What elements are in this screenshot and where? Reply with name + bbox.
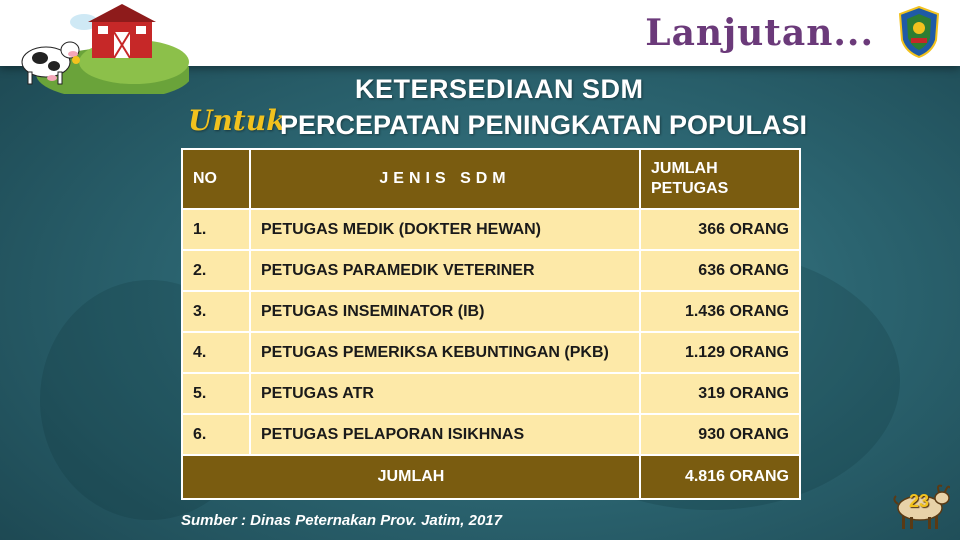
- row-jenis: PETUGAS PEMERIKSA KEBUNTINGAN (PKB): [249, 331, 641, 374]
- row-jenis: PETUGAS PARAMEDIK VETERINER: [249, 249, 641, 292]
- goat-icon: [893, 484, 950, 529]
- sdm-table: NO JENIS SDM JUMLAH PETUGAS 1. PETUGAS M…: [181, 148, 801, 500]
- header-jumlah-line2: PETUGAS: [651, 180, 729, 197]
- row-jenis: PETUGAS INSEMINATOR (IB): [249, 290, 641, 333]
- source-note: Sumber : Dinas Peternakan Prov. Jatim, 2…: [181, 512, 502, 529]
- table-row: 3. PETUGAS INSEMINATOR (IB) 1.436 ORANG: [181, 290, 801, 333]
- slide-subtitle: PERCEPATAN PENINGKATAN POPULASI: [280, 110, 808, 140]
- farm-illustration-icon: [21, 4, 189, 94]
- header-no: NO: [181, 148, 251, 210]
- table-row: 6. PETUGAS PELAPORAN ISIKHNAS 930 ORANG: [181, 413, 801, 456]
- row-no: 2.: [181, 249, 251, 292]
- row-jenis: PETUGAS ATR: [249, 372, 641, 415]
- row-no: 4.: [181, 331, 251, 374]
- table-row: 4. PETUGAS PEMERIKSA KEBUNTINGAN (PKB) 1…: [181, 331, 801, 374]
- header-jenis-sdm: JENIS SDM: [249, 148, 641, 210]
- row-jenis: PETUGAS MEDIK (DOKTER HEWAN): [249, 208, 641, 251]
- slide-title: KETERSEDIAAN SDM: [355, 74, 644, 104]
- table-row: 5. PETUGAS ATR 319 ORANG: [181, 372, 801, 415]
- row-no: 6.: [181, 413, 251, 456]
- row-jumlah: 1.129 ORANG: [639, 331, 801, 374]
- row-jumlah: 1.436 ORANG: [639, 290, 801, 333]
- row-jumlah: 366 ORANG: [639, 208, 801, 251]
- row-jenis: PETUGAS PELAPORAN ISIKHNAS: [249, 413, 641, 456]
- header-title: Lanjutan...: [645, 12, 874, 54]
- table-row: 1. PETUGAS MEDIK (DOKTER HEWAN) 366 ORAN…: [181, 208, 801, 251]
- page-number: 23: [909, 491, 930, 511]
- jatim-emblem-icon: [898, 6, 940, 58]
- slide-title-untuk: Untuk: [188, 104, 286, 137]
- row-no: 3.: [181, 290, 251, 333]
- table-total-row: JUMLAH 4.816 ORANG: [181, 454, 801, 500]
- table-row: 2. PETUGAS PARAMEDIK VETERINER 636 ORANG: [181, 249, 801, 292]
- row-jumlah: 930 ORANG: [639, 413, 801, 456]
- total-label: JUMLAH: [181, 454, 641, 500]
- table-header-row: NO JENIS SDM JUMLAH PETUGAS: [181, 148, 801, 210]
- total-value: 4.816 ORANG: [639, 454, 801, 500]
- header-jumlah-petugas: JUMLAH PETUGAS: [639, 148, 801, 210]
- row-jumlah: 636 ORANG: [639, 249, 801, 292]
- header-jumlah-line1: JUMLAH: [651, 160, 718, 177]
- row-jumlah: 319 ORANG: [639, 372, 801, 415]
- row-no: 5.: [181, 372, 251, 415]
- row-no: 1.: [181, 208, 251, 251]
